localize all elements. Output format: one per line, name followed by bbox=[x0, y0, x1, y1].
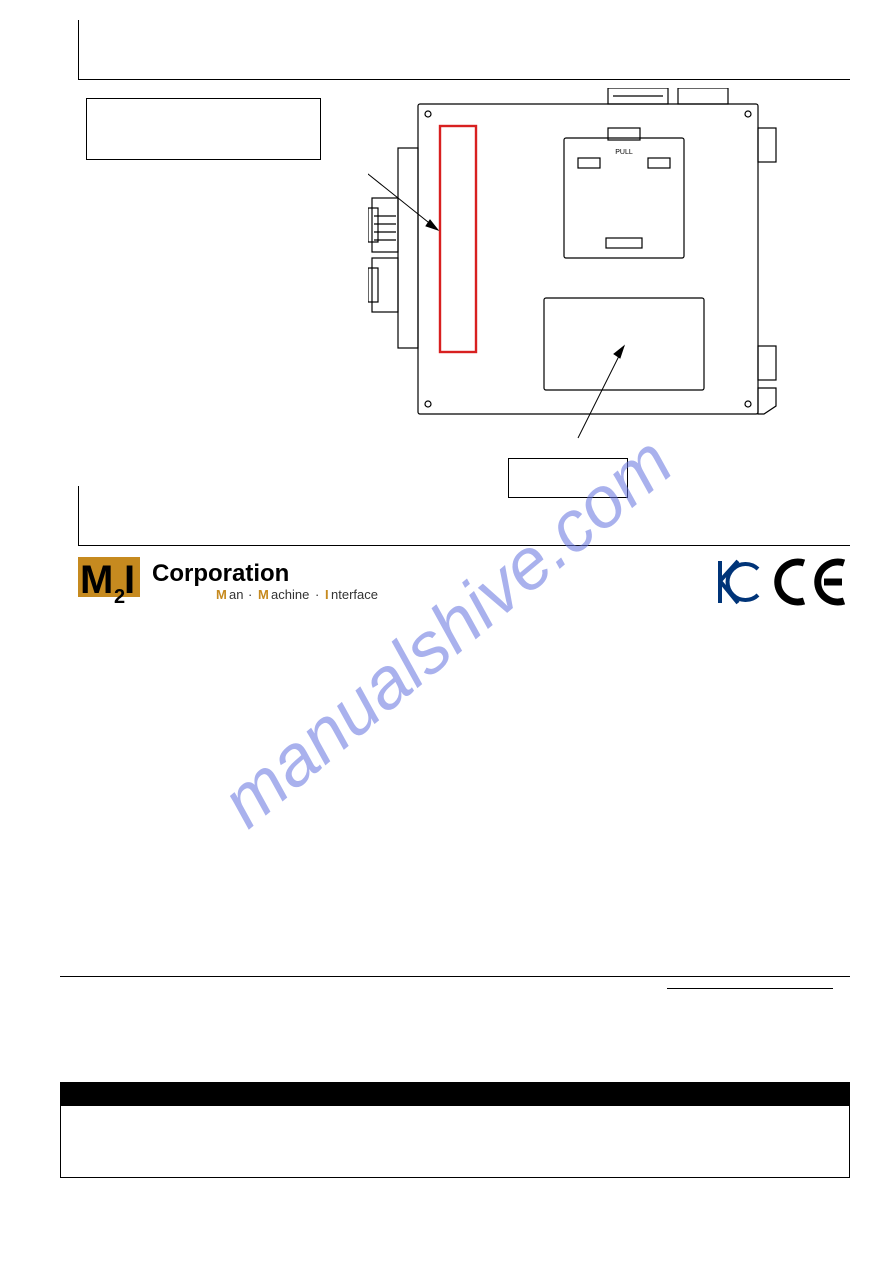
svg-text:an: an bbox=[229, 587, 243, 602]
ce-mark-icon bbox=[770, 557, 850, 607]
svg-text:M: M bbox=[80, 558, 113, 602]
device-diagram-area: PULL bbox=[78, 88, 850, 468]
svg-text:PULL: PULL bbox=[615, 149, 633, 156]
logo-row: M 2 I Corporation M an · M achine · I nt… bbox=[78, 555, 850, 611]
m2i-corporation-logo: M 2 I Corporation M an · M achine · I nt… bbox=[78, 555, 398, 611]
horizontal-rule bbox=[60, 976, 850, 977]
svg-text:M: M bbox=[258, 587, 269, 602]
bottom-table-header-bar bbox=[60, 1082, 850, 1106]
svg-text:·: · bbox=[315, 587, 319, 602]
svg-text:Corporation: Corporation bbox=[152, 560, 289, 587]
svg-text:M: M bbox=[216, 587, 227, 602]
svg-text:I: I bbox=[124, 558, 135, 602]
svg-text:·: · bbox=[248, 587, 252, 602]
underline-right bbox=[667, 988, 833, 989]
section-divider-mid bbox=[78, 486, 850, 546]
callout-box-upper bbox=[86, 98, 321, 160]
certification-logos bbox=[712, 557, 850, 607]
section-divider-top bbox=[78, 20, 850, 80]
svg-text:nterface: nterface bbox=[331, 587, 378, 602]
device-outline-svg: PULL bbox=[368, 88, 798, 448]
svg-text:I: I bbox=[325, 587, 329, 602]
kc-mark-icon bbox=[712, 557, 764, 607]
svg-text:achine: achine bbox=[271, 587, 309, 602]
